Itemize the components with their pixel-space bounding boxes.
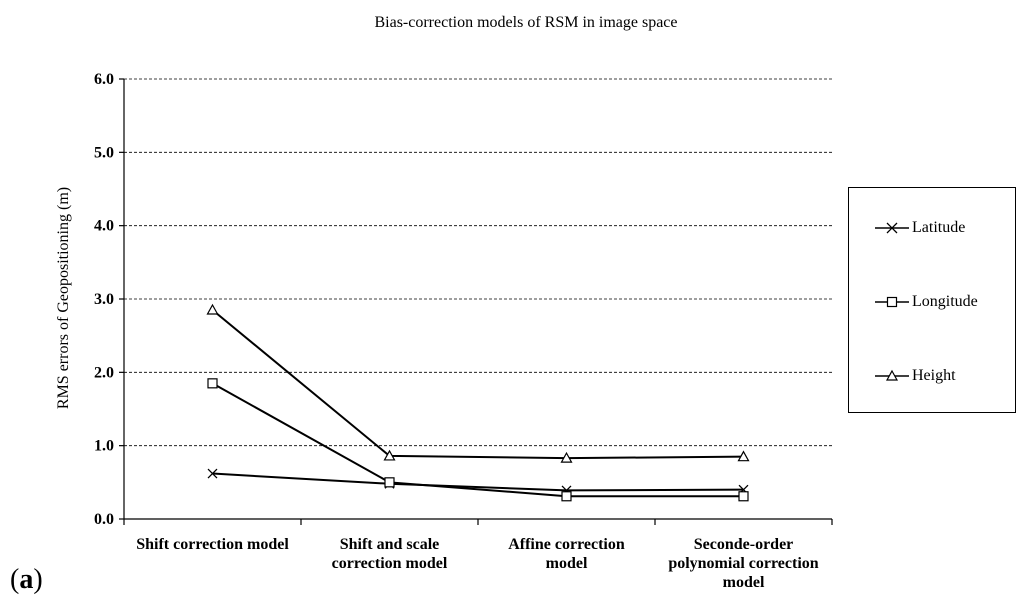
data-point-longitude	[738, 491, 749, 502]
x-tick-label: Affine correction	[508, 536, 625, 553]
y-tick-label: 5.0	[94, 144, 114, 161]
y-tick-label: 6.0	[94, 71, 114, 88]
y-tick-label: 4.0	[94, 218, 114, 235]
legend-marker-triangle-icon	[875, 369, 909, 381]
x-tick-label: Seconde-order	[694, 536, 794, 553]
series-line-latitude	[212, 472, 744, 492]
legend-label: Longitude	[912, 293, 978, 310]
legend-label: Latitude	[912, 219, 966, 236]
legend-label: Height	[912, 367, 956, 384]
legend-item-longitude: Longitude	[875, 292, 978, 312]
data-point-height	[383, 449, 396, 461]
y-tick-label: 0.0	[94, 511, 114, 528]
data-point-latitude	[207, 468, 218, 479]
data-point-height	[206, 303, 219, 315]
data-point-height	[737, 450, 750, 462]
data-point-height	[560, 451, 573, 463]
data-point-longitude	[207, 378, 218, 389]
data-point-longitude	[384, 477, 395, 488]
y-tick-label: 1.0	[94, 438, 114, 455]
data-point-longitude	[561, 491, 572, 502]
y-axis-label: RMS errors of Geopositioning (m)	[55, 187, 72, 409]
panel-letter: a	[19, 564, 34, 595]
y-tick-label: 2.0	[94, 364, 114, 381]
chart-title: Bias-correction models of RSM in image s…	[374, 14, 677, 31]
x-tick-label: polynomial correction	[668, 555, 818, 572]
x-tick-label: Shift and scale	[340, 536, 440, 553]
legend-marker-square-icon	[875, 296, 909, 308]
series-line-longitude	[212, 382, 744, 498]
plot-area: 0.0 1.0 2.0 3.0 4.0 5.0 6.0 Shift correction mo…	[94, 71, 833, 591]
legend-item-latitude: Latitude	[875, 218, 965, 238]
x-tick-label: model	[723, 574, 765, 591]
y-tick-label: 3.0	[94, 291, 114, 308]
panel-label: (a)	[10, 564, 43, 595]
legend-item-height: Height	[875, 366, 956, 386]
legend-marker-x-icon	[875, 222, 909, 234]
x-tick-label: correction model	[332, 555, 448, 572]
series-line-height	[211, 309, 744, 460]
x-tick-label: model	[546, 555, 588, 572]
legend: Latitude Longitude Height	[848, 187, 1016, 413]
x-tick-label: Shift correction model	[136, 536, 289, 553]
